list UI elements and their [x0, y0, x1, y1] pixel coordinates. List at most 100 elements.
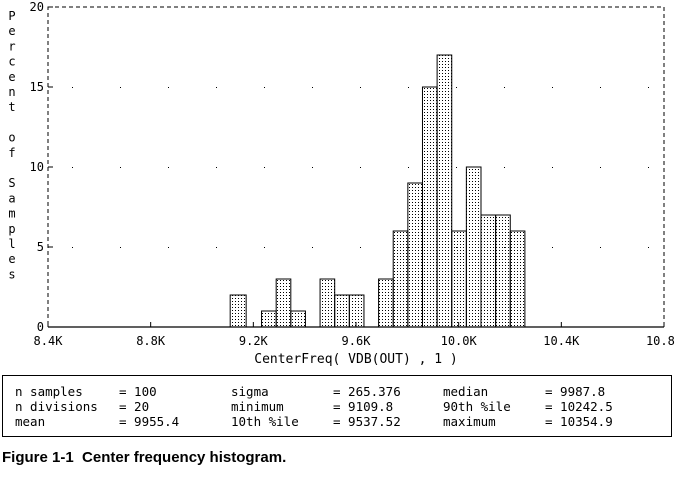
grid-dot [648, 247, 649, 248]
histogram-bar [436, 54, 453, 328]
y-tick-label: 15 [30, 80, 44, 94]
median-value: = 9987.8 [545, 384, 606, 399]
histogram-bar [261, 310, 277, 328]
y-label-char: S [8, 176, 15, 190]
grid-dot [504, 167, 505, 168]
grid-dot [168, 167, 169, 168]
histogram-bar [421, 86, 438, 328]
histogram-chart: 8.4K8.8K9.2K9.6K10.0K10.4K10.8K05101520 … [8, 0, 675, 367]
histogram-bar [334, 294, 350, 328]
grid-dot [312, 247, 313, 248]
grid-dot [120, 87, 121, 88]
grid-dot [648, 87, 649, 88]
grid-dot [456, 167, 457, 168]
minimum-value: = 9109.8 [333, 399, 394, 414]
grid-dot [360, 247, 361, 248]
y-label-char: t [8, 100, 15, 114]
grid-dot [600, 167, 601, 168]
grid-dot [168, 247, 169, 248]
sigma-value: = 265.376 [333, 384, 401, 399]
grid-dot [600, 87, 601, 88]
x-tick-label: 10.4K [543, 334, 580, 348]
histogram-bar [348, 294, 365, 328]
grid-dot [360, 167, 361, 168]
statistics-panel: n samples = 100 n divisions = 20 mean = … [2, 375, 672, 437]
histogram-bar [275, 278, 292, 328]
grid-dot [120, 167, 121, 168]
y-label-char: l [8, 237, 15, 251]
grid-dot [120, 247, 121, 248]
grid-dot [264, 167, 265, 168]
maximum-label: maximum [443, 414, 496, 429]
grid-dot [216, 87, 217, 88]
grid-dot [216, 247, 217, 248]
y-label-char: f [8, 146, 15, 160]
x-tick-label: 8.8K [136, 334, 166, 348]
p90-value: = 10242.5 [545, 399, 613, 414]
histogram-bar [407, 182, 423, 328]
grid-dot [312, 167, 313, 168]
grid-dot [312, 87, 313, 88]
grid-dot [552, 87, 553, 88]
histogram-bar [509, 230, 526, 328]
grid-dot [360, 87, 361, 88]
histogram-bar [290, 310, 306, 328]
y-label-char: p [8, 222, 15, 236]
y-label-char: o [8, 131, 15, 145]
figure-caption: Figure 1-1 Center frequency histogram. [2, 449, 287, 466]
grid-dot [168, 87, 169, 88]
x-tick-label: 8.4K [34, 334, 64, 348]
x-tick-label: 9.6K [342, 334, 372, 348]
grid-dot [504, 87, 505, 88]
y-label-char: e [8, 252, 15, 266]
grid-dot [264, 87, 265, 88]
grid-dot [408, 87, 409, 88]
plot-frame [47, 6, 665, 328]
y-label-char: e [8, 24, 15, 38]
grid-dot [408, 167, 409, 168]
y-tick-label: 5 [37, 240, 44, 254]
histogram-bar [319, 278, 336, 328]
x-tick-label: 10.8K [646, 334, 675, 348]
grid-dot [216, 167, 217, 168]
grid-dot [72, 87, 73, 88]
y-tick-label: 10 [30, 160, 44, 174]
histogram-bar [451, 230, 467, 328]
grid-dot [72, 247, 73, 248]
histogram-bar [378, 278, 394, 328]
p90-label: 90th %ile [443, 399, 511, 414]
y-label-char: n [8, 85, 15, 99]
sigma-label: sigma [231, 384, 269, 399]
mean-label: mean [15, 414, 46, 429]
maximum-value: = 10354.9 [545, 414, 613, 429]
y-label-char: c [8, 55, 15, 69]
histogram-bar [465, 166, 482, 328]
p10-label: 10th %ile [231, 414, 299, 429]
x-tick-label: 9.2K [239, 334, 269, 348]
histogram-bar [392, 230, 409, 328]
y-label-char: m [8, 207, 15, 221]
x-tick-label: 10.0K [441, 334, 478, 348]
y-label-char: s [8, 267, 15, 281]
median-label: median [443, 384, 489, 399]
y-label-char: P [8, 9, 15, 23]
grid-dot [264, 247, 265, 248]
y-label-char: a [8, 191, 15, 205]
grid-dot [72, 167, 73, 168]
grid-dot [600, 247, 601, 248]
y-tick-label: 20 [30, 0, 44, 14]
mean-value: = 9955.4 [119, 414, 180, 429]
n-divisions-label: n divisions [15, 399, 98, 414]
n-divisions-value: = 20 [119, 399, 150, 414]
n-samples-label: n samples [15, 384, 83, 399]
minimum-label: minimum [231, 399, 284, 414]
x-axis-label: CenterFreq( VDB(OUT) , 1 ) [254, 352, 458, 367]
y-tick-label: 0 [37, 320, 44, 334]
y-label-char: r [8, 39, 15, 53]
histogram-bar [495, 214, 511, 328]
p10-value: = 9537.52 [333, 414, 401, 429]
grid-dot [552, 167, 553, 168]
grid-dot [648, 167, 649, 168]
histogram-bar [480, 214, 497, 328]
